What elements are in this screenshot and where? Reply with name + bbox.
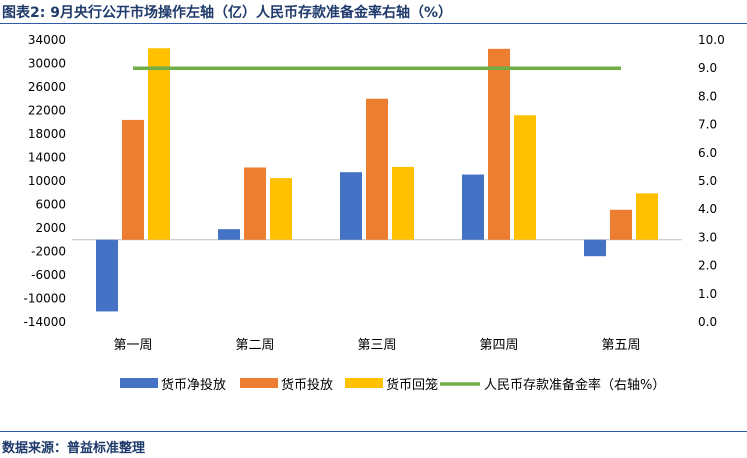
legend-swatch — [240, 378, 278, 388]
footer-divider — [0, 431, 747, 432]
data-source: 数据来源：普益标准整理 — [2, 441, 146, 456]
category-label: 第三周 — [357, 338, 396, 353]
legend-label: 货币回笼 — [386, 377, 438, 393]
left-tick-label: 10000 — [28, 174, 66, 188]
right-tick-label: 0.0 — [698, 315, 717, 329]
category-label: 第一周 — [113, 338, 152, 353]
left-tick-label: 2000 — [35, 221, 66, 235]
right-tick-label: 9.0 — [698, 61, 717, 75]
bar — [488, 48, 510, 240]
legend-label: 货币净投放 — [161, 377, 226, 393]
legend-swatch — [345, 378, 383, 388]
category-label: 第四周 — [479, 338, 518, 353]
right-tick-label: 5.0 — [698, 174, 717, 188]
bar — [514, 115, 536, 240]
left-tick-label: 14000 — [28, 151, 66, 165]
right-tick-label: 10.0 — [698, 33, 725, 47]
legend-swatch — [120, 378, 158, 388]
bar — [462, 174, 484, 240]
bar — [122, 119, 144, 240]
left-tick-label: 30000 — [28, 57, 66, 71]
bar — [392, 166, 414, 240]
left-tick-label: 34000 — [28, 33, 66, 47]
right-tick-label: 4.0 — [698, 202, 717, 216]
chart: 34000 30000 26000 22000 18000 14000 10000 6000 2… — [23, 33, 725, 393]
bar — [244, 167, 266, 240]
left-tick-label: 18000 — [28, 127, 66, 141]
right-tick-label: 2.0 — [698, 259, 717, 273]
left-tick-label: -2000 — [31, 245, 66, 259]
left-tick-label: 26000 — [28, 80, 66, 94]
bar — [366, 98, 388, 240]
bar — [610, 209, 632, 240]
right-tick-label: 1.0 — [698, 287, 717, 301]
left-tick-label: -6000 — [31, 268, 66, 282]
legend: 货币净投放 货币投放 货币回笼 人民币存款准备金率（右轴%） — [120, 377, 665, 393]
bar — [96, 239, 118, 312]
bars — [96, 48, 658, 312]
right-axis-ticks: 10.0 9.0 8.0 7.0 6.0 5.0 4.0 3.0 2.0 1.0 0.0 — [698, 33, 725, 329]
right-tick-label: 3.0 — [698, 230, 717, 244]
left-tick-label: 22000 — [28, 104, 66, 118]
bar — [148, 48, 170, 240]
category-labels: 第一周 第二周 第三周 第四周 第五周 — [113, 338, 640, 353]
category-label: 第二周 — [235, 338, 274, 353]
left-tick-label: -14000 — [23, 315, 66, 329]
bar — [340, 172, 362, 240]
right-tick-label: 6.0 — [698, 146, 717, 160]
category-label: 第五周 — [601, 338, 640, 353]
legend-label: 人民币存款准备金率（右轴%） — [484, 377, 665, 393]
right-tick-label: 8.0 — [698, 89, 717, 103]
left-axis-ticks: 34000 30000 26000 22000 18000 14000 10000 6000 2… — [23, 33, 66, 329]
bar — [270, 178, 292, 240]
chart-title: 图表2: 9月央行公开市场操作左轴（亿）人民币存款准备金率右轴（%） — [2, 5, 452, 21]
bar — [636, 193, 658, 240]
bar — [218, 229, 240, 240]
left-tick-label: -10000 — [23, 292, 66, 306]
right-tick-label: 7.0 — [698, 118, 717, 132]
left-tick-label: 6000 — [35, 198, 66, 212]
bar — [584, 239, 606, 257]
legend-label: 货币投放 — [281, 377, 333, 393]
title-divider — [0, 23, 747, 24]
